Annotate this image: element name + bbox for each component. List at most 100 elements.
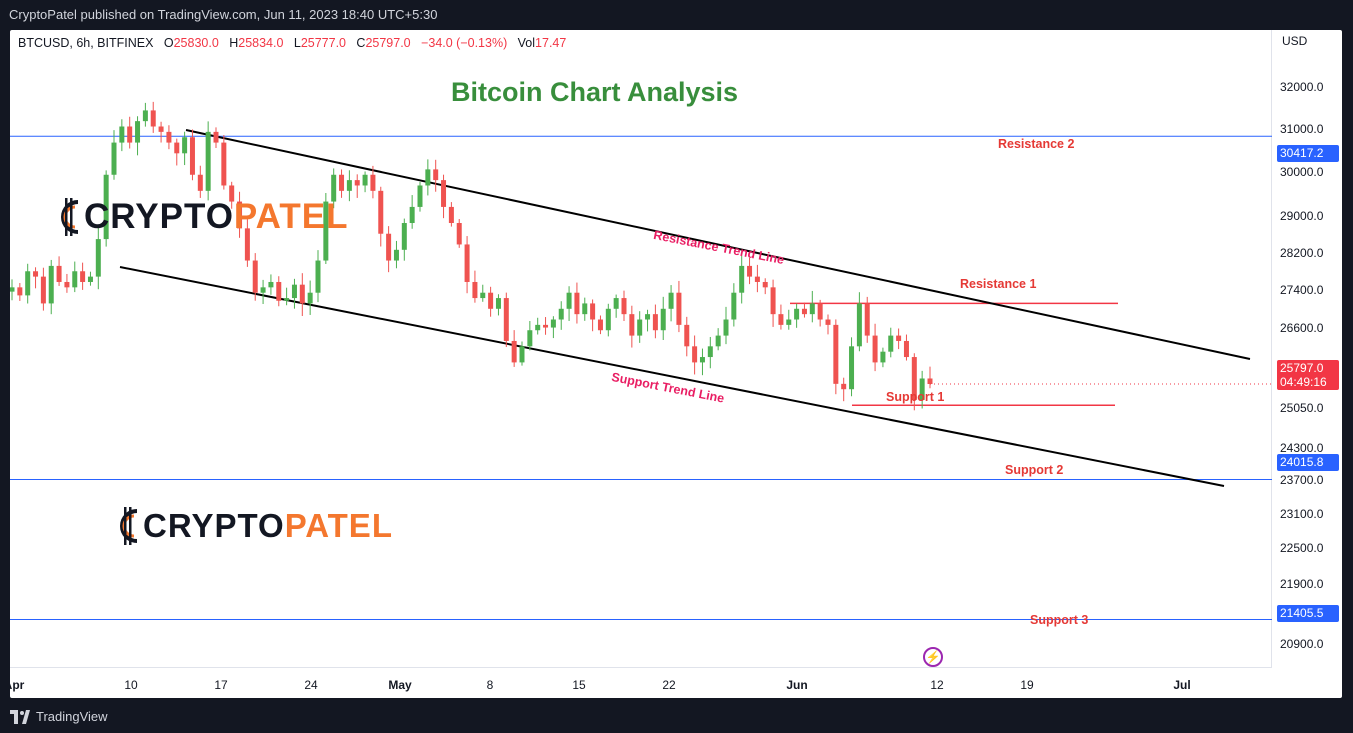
candle-up	[613, 298, 619, 309]
candle-down	[872, 335, 878, 363]
candle-down	[927, 378, 933, 385]
candle-up	[919, 378, 925, 400]
candle-up	[731, 292, 737, 320]
time-tick: May	[388, 678, 412, 692]
candle-down	[543, 324, 549, 328]
candle-down	[441, 180, 447, 207]
candle-up	[566, 292, 572, 309]
candle-up	[182, 137, 188, 154]
candle-up	[142, 110, 148, 122]
candle-down	[817, 303, 823, 320]
candle-up	[480, 292, 486, 299]
candle-up	[417, 185, 423, 207]
support-2-price-tag: 24015.8	[1277, 454, 1339, 471]
candle-up	[260, 287, 266, 293]
candle-up	[856, 303, 862, 347]
candle-down	[150, 110, 156, 127]
tradingview-logo[interactable]: TradingView	[10, 709, 108, 724]
time-tick: 17	[214, 678, 228, 692]
price-tick: 22500.0	[1280, 541, 1324, 555]
lightning-icon[interactable]: ⚡	[923, 647, 943, 667]
candle-down	[841, 383, 847, 390]
candle-down	[574, 292, 580, 315]
candle-down	[684, 324, 690, 347]
candle-up	[409, 206, 415, 224]
candle-down	[511, 340, 517, 363]
support-3-label: Support 3	[1030, 613, 1089, 627]
candle-down	[911, 357, 917, 400]
plot-area[interactable]: BTCUSD, 6h, BITFINEX O25830.0 H25834.0 L…	[10, 30, 1272, 668]
candle-down	[864, 303, 870, 336]
candle-down	[778, 314, 784, 325]
time-tick: 10	[124, 678, 138, 692]
candle-up	[527, 330, 533, 347]
logo-text-patel: PATEL	[284, 507, 393, 544]
tradingview-brand-text: TradingView	[36, 709, 108, 724]
support-trend-line	[119, 266, 1225, 487]
currency-label[interactable]: USD	[1282, 34, 1308, 48]
candle-down	[17, 287, 23, 296]
candle-up	[707, 346, 713, 358]
candle-up	[135, 121, 141, 143]
candle-down	[378, 190, 384, 234]
bitcoin-c-logo-icon	[61, 198, 79, 236]
chart-panel[interactable]: BTCUSD, 6h, BITFINEX O25830.0 H25834.0 L…	[10, 30, 1342, 698]
candle-down	[692, 346, 698, 363]
candle-up	[331, 174, 337, 202]
candle-down	[174, 142, 180, 154]
candle-up	[645, 314, 651, 320]
price-chart[interactable]	[10, 30, 1272, 668]
candle-down	[488, 292, 494, 309]
time-axis[interactable]: Apr 10 17 24 May 8 15 22 Jun 12 19 Jul	[10, 668, 1272, 698]
low-label: L	[293, 36, 301, 50]
candle-down	[472, 281, 478, 299]
price-tick: 21900.0	[1280, 577, 1324, 591]
bar-countdown: 04:49:16	[1280, 375, 1327, 389]
candle-down	[252, 260, 258, 293]
candle-down	[762, 281, 768, 288]
price-tick: 23700.0	[1280, 473, 1324, 487]
candle-down	[747, 265, 753, 277]
candle-down	[40, 276, 46, 304]
candle-up	[605, 308, 611, 331]
resistance-2-price-tag: 30417.2	[1277, 145, 1339, 162]
volume-value: 17.47	[535, 36, 567, 50]
time-tick: 12	[930, 678, 944, 692]
candle-down	[833, 324, 839, 384]
candle-down	[33, 271, 39, 277]
resistance-trend-line	[185, 129, 1251, 360]
support-3-price-tag: 21405.5	[1277, 605, 1339, 622]
candle-down	[621, 298, 627, 315]
price-tick: 27400.0	[1280, 283, 1324, 297]
resistance-2-label: Resistance 2	[998, 137, 1075, 151]
time-tick: 19	[1020, 678, 1034, 692]
candle-up	[888, 335, 894, 352]
candle-up	[95, 239, 101, 277]
candle-down	[676, 292, 682, 325]
candle-up	[346, 180, 352, 191]
candle-down	[158, 126, 164, 132]
price-tick: 31000.0	[1280, 122, 1324, 136]
price-axis[interactable]: USD 32000.0 31000.0 30000.0 29000.0 2820…	[1272, 30, 1342, 698]
candle-up	[558, 308, 564, 320]
candle-down	[354, 180, 360, 186]
cryptopatel-logo-bottom: CRYPTO PATEL	[113, 503, 393, 549]
resistance-1-label: Resistance 1	[960, 277, 1037, 291]
logo-text-crypto: CRYPTO	[84, 197, 234, 236]
open-value: 25830.0	[173, 36, 219, 50]
candle-up	[291, 284, 297, 299]
candle-up	[401, 223, 407, 250]
price-tick: 24300.0	[1280, 441, 1324, 455]
candle-down	[754, 276, 760, 282]
candle-up	[393, 249, 399, 261]
candle-up	[307, 292, 313, 304]
price-tick: 20900.0	[1280, 637, 1324, 651]
candle-down	[127, 126, 133, 143]
logo-text-crypto: CRYPTO	[143, 507, 285, 544]
candle-up	[668, 292, 674, 309]
candle-down	[56, 265, 62, 282]
candle-down	[590, 303, 596, 320]
candle-up	[786, 319, 792, 325]
symbol-label[interactable]: BTCUSD, 6h, BITFINEX	[18, 36, 154, 50]
price-tick: 26600.0	[1280, 321, 1324, 335]
